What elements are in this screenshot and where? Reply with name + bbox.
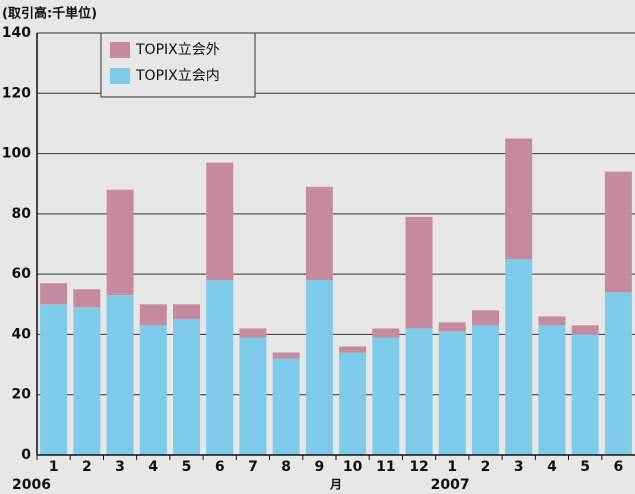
- bar-segment: [206, 280, 234, 455]
- bar-segment: [272, 358, 300, 455]
- y-tick-label: 40: [12, 326, 32, 342]
- legend-label: TOPIX立会内: [135, 68, 220, 84]
- y-tick-label: 140: [2, 25, 31, 41]
- bar-segment: [206, 162, 234, 281]
- bar-segment: [505, 138, 533, 260]
- bar-segment: [40, 283, 68, 305]
- bar-segment: [173, 304, 200, 320]
- bar-segment: [239, 337, 267, 455]
- year-label: 2006: [12, 477, 51, 493]
- year-label: 2007: [431, 477, 470, 493]
- x-tick-label: 6: [215, 459, 225, 475]
- bar-segment: [305, 186, 333, 281]
- y-tick-label: 80: [12, 206, 32, 222]
- legend-label: TOPIX立会外: [135, 42, 220, 58]
- x-tick-label: 2: [82, 459, 92, 475]
- x-tick-label: 9: [315, 459, 325, 475]
- bar-segment: [438, 331, 466, 455]
- x-tick-label: 7: [248, 459, 258, 475]
- bar-segment: [339, 346, 367, 353]
- bar-segment: [73, 307, 101, 455]
- y-tick-label: 60: [12, 266, 32, 282]
- bar-segment: [106, 189, 134, 296]
- bar-segment: [604, 292, 632, 455]
- bar-segment: [139, 304, 167, 326]
- bar-segment: [472, 310, 499, 326]
- bar-segment: [173, 319, 200, 455]
- bar-segment: [472, 325, 499, 455]
- y-tick-label: 100: [2, 146, 31, 162]
- x-tick-label: 10: [343, 459, 363, 475]
- legend-swatch: [110, 68, 130, 84]
- bar-segment: [604, 171, 632, 293]
- unit-label: (取引高:千単位): [2, 6, 97, 22]
- bar-segment: [239, 328, 267, 338]
- bar-segment: [505, 259, 533, 455]
- x-tick-label: 1: [447, 459, 457, 475]
- x-axis-label: 月: [329, 478, 342, 492]
- legend-swatch: [110, 42, 130, 58]
- bar-segment: [438, 322, 466, 332]
- x-tick-label: 8: [281, 459, 291, 475]
- bar-segment: [73, 289, 101, 308]
- bar-segment: [538, 316, 566, 326]
- bar-segment: [40, 304, 68, 455]
- bar-segment: [305, 280, 333, 455]
- bar-segment: [139, 325, 167, 455]
- bar-segment: [272, 352, 300, 359]
- bar-segment: [372, 328, 400, 338]
- bar-segment: [405, 328, 433, 455]
- y-tick-label: 120: [2, 85, 31, 101]
- x-tick-label: 5: [182, 459, 192, 475]
- x-tick-label: 2: [481, 459, 491, 475]
- x-tick-label: 1: [49, 459, 59, 475]
- x-tick-label: 5: [580, 459, 590, 475]
- x-tick-label: 6: [614, 459, 624, 475]
- x-tick-label: 12: [409, 459, 428, 475]
- bar-segment: [571, 334, 599, 455]
- bar-segment: [538, 325, 566, 455]
- bar-segment: [571, 325, 599, 335]
- bar-segment: [339, 352, 367, 455]
- bar-segment: [405, 216, 433, 329]
- x-tick-label: 4: [547, 459, 557, 475]
- x-tick-label: 11: [376, 459, 395, 475]
- y-tick-label: 20: [12, 387, 32, 403]
- bar-segment: [372, 337, 400, 455]
- x-tick-label: 3: [115, 459, 125, 475]
- y-tick-label: 0: [21, 447, 31, 463]
- bar-segment: [106, 295, 134, 455]
- x-tick-label: 4: [148, 459, 158, 475]
- x-tick-label: 3: [514, 459, 524, 475]
